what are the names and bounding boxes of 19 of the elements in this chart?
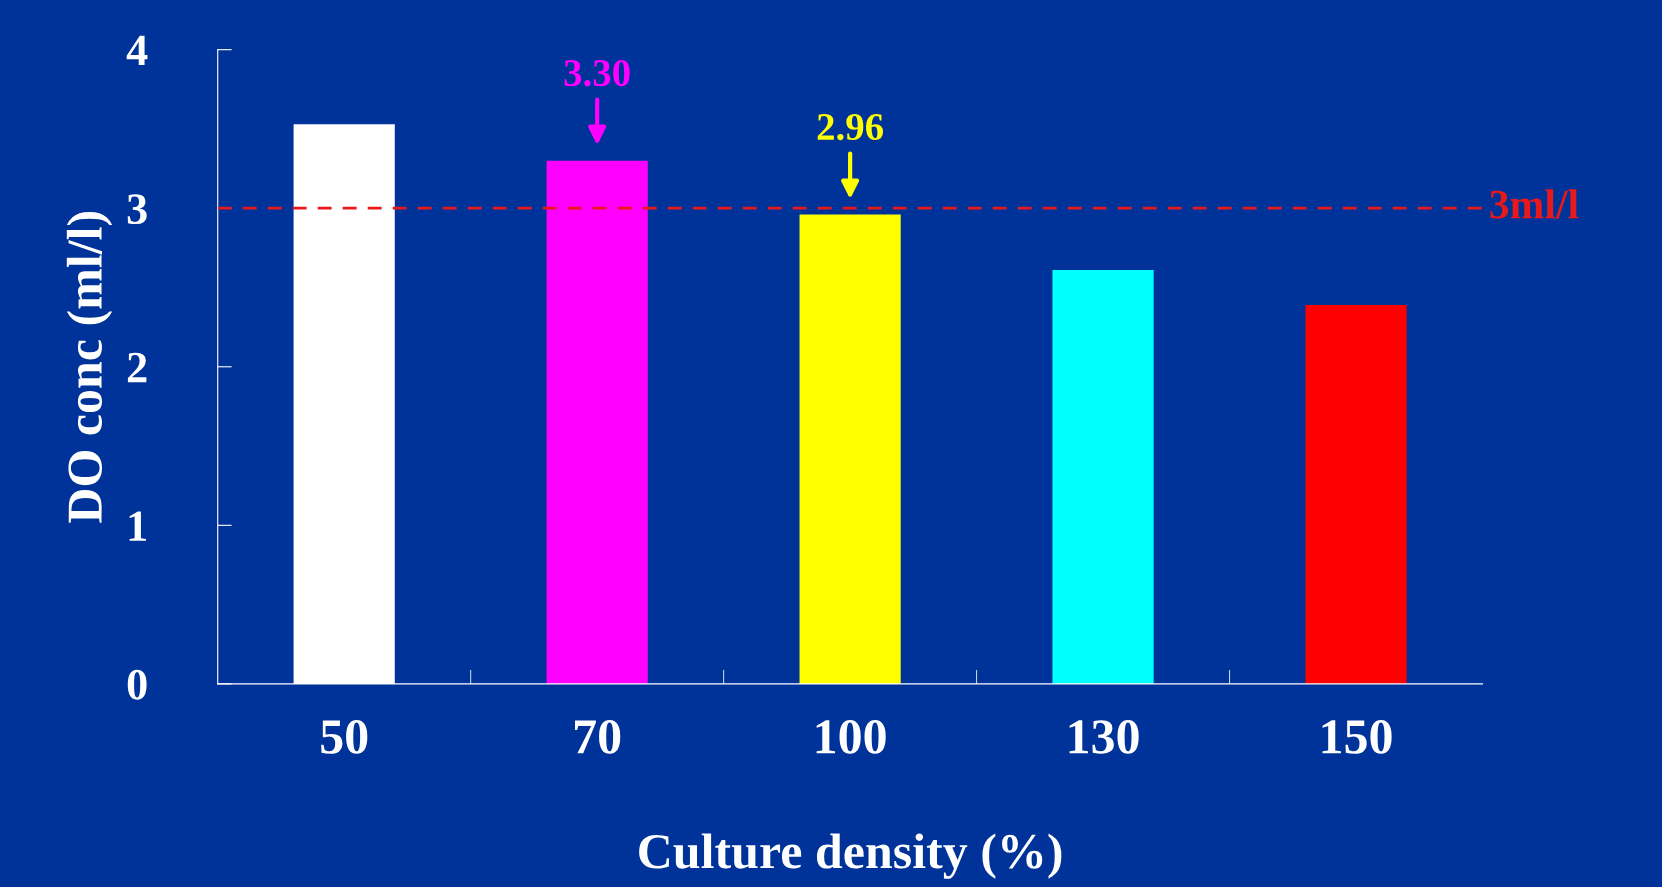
x-tick-label: 100 bbox=[816, 720, 886, 754]
bar bbox=[1305, 304, 1407, 684]
ref-line-label: 3ml/l bbox=[1490, 189, 1579, 219]
y-tick-label: 0 bbox=[127, 669, 147, 700]
data-label: 2.96 bbox=[817, 113, 883, 141]
x-tick-label: 50 bbox=[321, 720, 368, 754]
y-tick-label: 3 bbox=[127, 194, 147, 225]
y-tick-label: 2 bbox=[127, 352, 147, 383]
bar bbox=[546, 160, 648, 684]
y-tick-label: 1 bbox=[129, 511, 146, 541]
y-axis-title: DO conc (ml/l) bbox=[66, 212, 113, 523]
x-tick-label: 70 bbox=[575, 720, 621, 754]
y-tick-label: 4 bbox=[126, 35, 148, 66]
bar bbox=[1052, 270, 1154, 684]
data-label: 3.30 bbox=[564, 59, 630, 87]
x-tick-label: 130 bbox=[1069, 720, 1139, 754]
x-axis-title: Culture density (%) bbox=[639, 833, 1062, 879]
bar bbox=[799, 214, 901, 684]
x-tick-label: 150 bbox=[1322, 720, 1392, 754]
